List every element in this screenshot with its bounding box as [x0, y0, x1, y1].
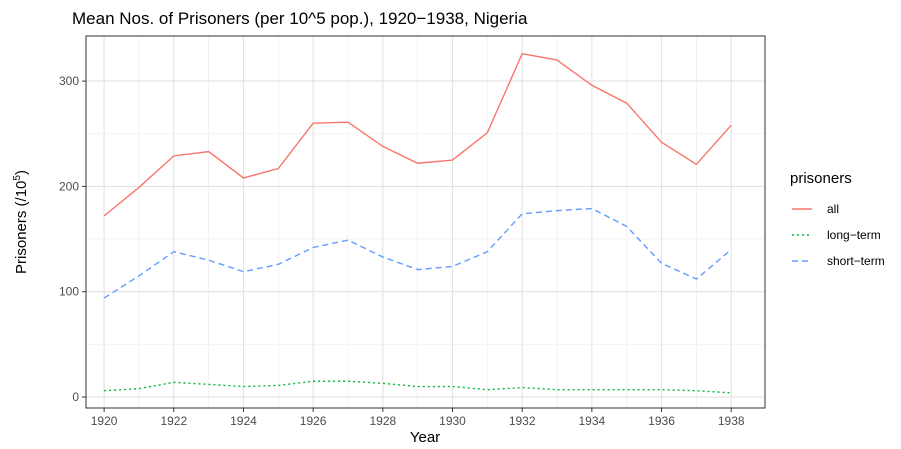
x-tick-label: 1930	[439, 414, 466, 428]
panel-border	[85, 35, 766, 409]
line-series	[103, 52, 732, 217]
y-label-text: Prisoners (/10	[13, 181, 30, 274]
legend-label: long−term	[827, 228, 881, 242]
x-tick-label: 1922	[160, 414, 187, 428]
x-tick-label: 1926	[300, 414, 327, 428]
y-tick-label: 0	[72, 390, 79, 404]
x-tick-label: 1924	[230, 414, 257, 428]
legend-title: prisoners	[790, 170, 852, 187]
y-label-superscript: 5	[12, 175, 23, 181]
y-tick-label: 100	[59, 285, 79, 299]
x-tick-label: 1920	[91, 414, 118, 428]
y-tick-label: 300	[59, 74, 79, 88]
legend-label: short−term	[827, 254, 885, 268]
chart-title: Mean Nos. of Prisoners (per 10^5 pop.), …	[72, 9, 528, 28]
x-tick-label: 1932	[509, 414, 536, 428]
line-series	[104, 380, 732, 394]
x-tick-label: 1936	[648, 414, 675, 428]
x-tick-label: 1934	[579, 414, 606, 428]
legend-label: all	[827, 202, 839, 216]
y-tick-label: 200	[59, 179, 79, 193]
line-series	[103, 207, 732, 299]
x-tick-label: 1928	[369, 414, 396, 428]
panel	[86, 36, 765, 408]
x-tick-label: 1938	[718, 414, 745, 428]
y-axis-label: Prisoners (/105)	[12, 170, 30, 274]
y-label-suffix: )	[13, 170, 30, 175]
x-axis-label: Year	[410, 429, 440, 446]
